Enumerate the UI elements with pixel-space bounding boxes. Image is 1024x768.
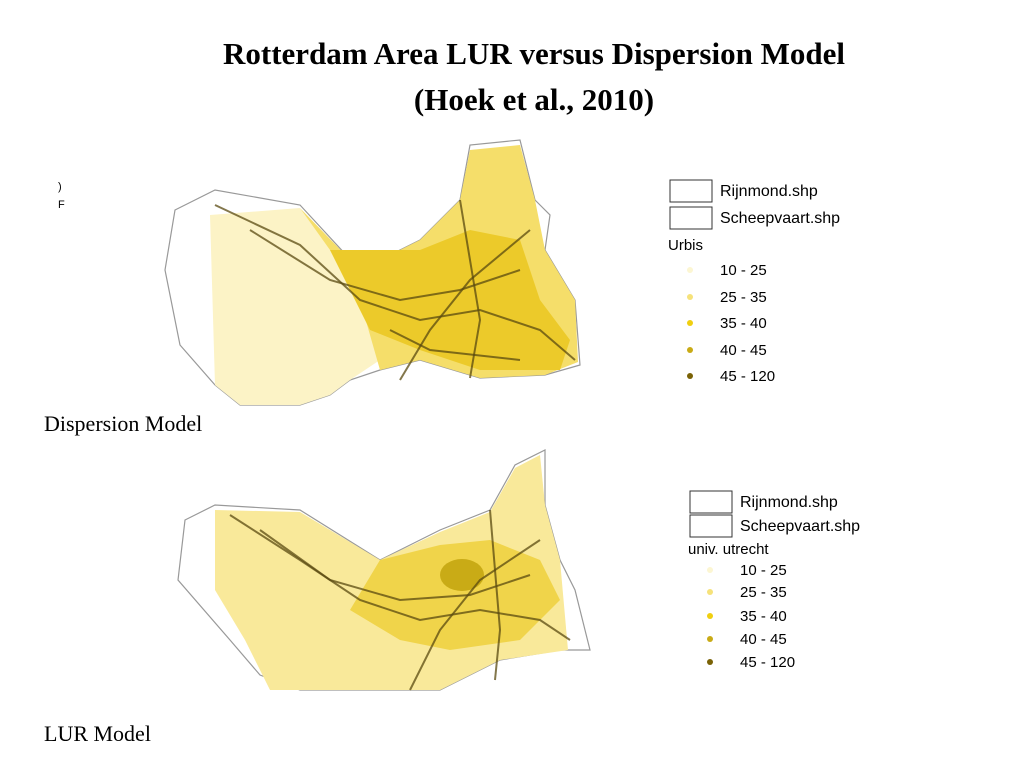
legend-class-label: 45 - 120 xyxy=(720,368,775,385)
legend-layer-box xyxy=(689,490,733,514)
legend-swatch xyxy=(707,659,713,665)
title-line: Rotterdam Area LUR versus Dispersion Mod… xyxy=(223,36,845,71)
title-line: (Hoek et al., 2010) xyxy=(414,82,654,117)
legend-swatch xyxy=(707,567,713,573)
legend-layer-label: Scheepvaart.shp xyxy=(740,518,860,535)
legend-class-label: 10 - 25 xyxy=(740,562,787,579)
legend-layer-box xyxy=(669,179,713,203)
text-fragment: F xyxy=(58,199,65,211)
legend-group-label: Urbis xyxy=(668,237,703,254)
legend-class-label: 35 - 40 xyxy=(740,608,787,625)
legends: Rijnmond.shp Scheepvaart.shp Urbis 10 - 25 2… xyxy=(668,179,860,671)
legend-class-label: 40 - 45 xyxy=(720,342,767,359)
legend-group-label: univ. utrecht xyxy=(688,541,769,558)
legend-swatch xyxy=(707,589,713,595)
legend-class-label: 45 - 120 xyxy=(740,654,795,671)
map-dispersion xyxy=(164,139,581,406)
legend-class-label: 40 - 45 xyxy=(740,631,787,648)
map-caption: LUR Model xyxy=(44,721,151,746)
legend-class-label: 10 - 25 xyxy=(720,262,767,279)
legend-layer-box xyxy=(669,206,713,230)
map-lur xyxy=(177,449,591,691)
legend-swatch xyxy=(687,267,693,273)
legend-layer-box xyxy=(689,514,733,538)
legend-class-label: 25 - 35 xyxy=(740,584,787,601)
legend-swatch xyxy=(687,320,693,326)
legend-layer-label: Rijnmond.shp xyxy=(740,494,838,511)
legend-layer-label: Rijnmond.shp xyxy=(720,183,818,200)
legend-swatch xyxy=(687,347,693,353)
legend-class-label: 25 - 35 xyxy=(720,289,767,306)
map-caption: Dispersion Model xyxy=(44,411,202,436)
legend-swatch xyxy=(707,613,713,619)
legend-swatch xyxy=(687,294,693,300)
legend-layer-label: Scheepvaart.shp xyxy=(720,210,840,227)
text-fragment: ) xyxy=(58,181,62,193)
legend-class-label: 35 - 40 xyxy=(720,315,767,332)
legend-swatch xyxy=(687,373,693,379)
legend-swatch xyxy=(707,636,713,642)
